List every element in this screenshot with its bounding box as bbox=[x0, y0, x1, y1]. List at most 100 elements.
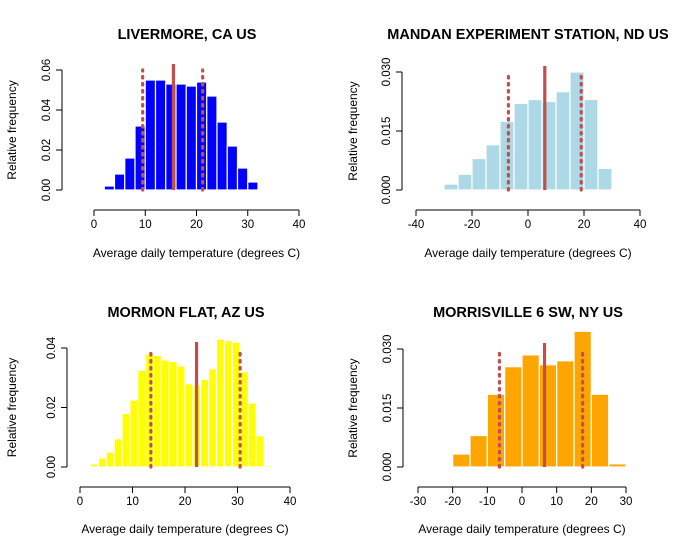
x-axis-label: Average daily temperature (degrees C) bbox=[93, 246, 300, 260]
histogram-bar bbox=[469, 434, 488, 468]
histogram-bar bbox=[486, 393, 506, 468]
panel-title: MORMON FLAT, AZ US bbox=[107, 305, 264, 321]
histogram-bar bbox=[175, 83, 187, 191]
x-tick-label: 0 bbox=[519, 496, 525, 508]
histogram-bar bbox=[208, 368, 218, 468]
histogram-bar bbox=[521, 354, 540, 468]
panel-2: MANDAN EXPERIMENT STATION, ND US -40 -20 0 2… bbox=[346, 27, 669, 260]
histogram-bar bbox=[216, 121, 228, 191]
y-tick-label: 0.02 bbox=[41, 139, 53, 161]
x-tick-label: 40 bbox=[284, 496, 297, 508]
x-tick-label: -10 bbox=[479, 496, 496, 508]
x-tick-label: 30 bbox=[620, 496, 633, 508]
histogram-bar bbox=[93, 188, 105, 191]
histogram-bar bbox=[555, 91, 571, 191]
x-tick-label: -40 bbox=[408, 219, 425, 231]
histogram-bar bbox=[226, 145, 239, 191]
histogram-bar bbox=[556, 360, 575, 468]
panel-title: MORRISVILLE 6 SW, NY US bbox=[433, 305, 623, 321]
panel-title: LIVERMORE, CA US bbox=[118, 27, 257, 43]
histogram-bar bbox=[223, 339, 233, 468]
y-tick-label: 0.000 bbox=[381, 176, 393, 205]
histogram-bar bbox=[152, 354, 162, 468]
histogram-bar bbox=[154, 79, 167, 191]
x-tick-label: 0 bbox=[525, 219, 531, 231]
histogram-bar bbox=[434, 465, 454, 468]
histogram-bar bbox=[129, 399, 139, 468]
y-tick-label: 0.06 bbox=[41, 59, 53, 81]
histogram-bar bbox=[485, 144, 501, 191]
x-tick-label: 20 bbox=[585, 496, 598, 508]
histogram-bar bbox=[452, 453, 471, 468]
histogram-bar bbox=[538, 364, 558, 468]
y-tick-label: 0.000 bbox=[382, 453, 394, 482]
x-tick-label: 20 bbox=[578, 219, 591, 231]
x-tick-label: -30 bbox=[410, 496, 427, 508]
histogram-bar bbox=[583, 98, 599, 191]
y-tick-label: 0.04 bbox=[46, 336, 58, 359]
histogram-bar bbox=[247, 402, 257, 468]
histogram-bar bbox=[168, 360, 178, 468]
histogram-bar bbox=[206, 95, 218, 191]
y-tick-label: 0.02 bbox=[46, 396, 58, 418]
y-tick-label: 0.030 bbox=[381, 58, 393, 87]
histogram-bar bbox=[255, 435, 265, 468]
x-tick-label: 30 bbox=[231, 496, 244, 508]
histogram-bar bbox=[144, 79, 157, 191]
histogram-bar bbox=[89, 463, 99, 468]
x-tick-label: 0 bbox=[77, 496, 83, 508]
histogram-bar bbox=[590, 393, 610, 468]
histogram-bar bbox=[113, 173, 126, 191]
panel-4: MORRISVILLE 6 SW, NY US -30 -20 -10 0 10 20 30 0… bbox=[346, 305, 632, 536]
histogram-bar bbox=[113, 438, 123, 468]
histogram-bar bbox=[137, 369, 147, 468]
histogram-bar bbox=[215, 338, 225, 468]
y-tick-label: 0.015 bbox=[382, 394, 394, 423]
y-tick-label: 0.015 bbox=[381, 117, 393, 146]
y-axis-label: Relative frequency bbox=[5, 80, 19, 179]
histogram-bar bbox=[121, 412, 131, 468]
x-axis-label: Average daily temperature (degrees C) bbox=[81, 522, 288, 536]
panel-1: LIVERMORE, CA US 0 10 20 30 40 0.00 0.02 0.04 0.0… bbox=[5, 27, 305, 260]
x-tick-label: -20 bbox=[464, 219, 481, 231]
x-axis-label: Average daily temperature (degrees C) bbox=[418, 522, 625, 536]
y-tick-label: 0.04 bbox=[41, 98, 53, 121]
histogram-bar bbox=[457, 173, 473, 191]
y-axis-label: Relative frequency bbox=[5, 358, 19, 457]
histogram-bar bbox=[504, 366, 523, 468]
histogram-bar bbox=[471, 157, 487, 191]
x-tick-label: 40 bbox=[634, 219, 647, 231]
histogram-bar bbox=[608, 463, 627, 468]
panel-title: MANDAN EXPERIMENT STATION, ND US bbox=[387, 27, 669, 43]
histogram-bar bbox=[124, 157, 136, 191]
histogram-bar bbox=[160, 359, 170, 468]
histogram-bar bbox=[97, 457, 107, 468]
x-axis-label: Average daily temperature (degrees C) bbox=[424, 246, 631, 260]
histogram-bar bbox=[527, 98, 543, 191]
x-tick-label: 20 bbox=[190, 219, 203, 231]
histogram-bar bbox=[185, 85, 198, 191]
histogram-bar bbox=[443, 183, 459, 191]
x-tick-label: -20 bbox=[444, 496, 461, 508]
panel-3: MORMON FLAT, AZ US 0 10 20 30 40 0.00 0.02 0.04 A… bbox=[5, 305, 296, 536]
histogram-bar bbox=[597, 167, 613, 191]
histogram-bar bbox=[247, 181, 259, 191]
x-tick-label: 20 bbox=[179, 496, 192, 508]
histogram-bar bbox=[200, 378, 210, 468]
y-axis-label: Relative frequency bbox=[346, 358, 360, 457]
histogram-bar bbox=[513, 102, 529, 191]
y-tick-label: 0.030 bbox=[382, 335, 394, 364]
y-axis-label: Relative frequency bbox=[346, 81, 360, 180]
x-tick-label: 30 bbox=[241, 219, 254, 231]
x-tick-label: 10 bbox=[550, 496, 563, 508]
histogram-bar bbox=[105, 451, 115, 468]
y-tick-label: 0.00 bbox=[41, 179, 53, 201]
x-tick-label: 40 bbox=[293, 219, 306, 231]
histogram-bar bbox=[263, 464, 273, 468]
x-tick-label: 10 bbox=[139, 219, 152, 231]
x-tick-label: 10 bbox=[126, 496, 139, 508]
y-tick-label: 0.00 bbox=[46, 456, 58, 478]
histogram-bar bbox=[236, 167, 249, 191]
